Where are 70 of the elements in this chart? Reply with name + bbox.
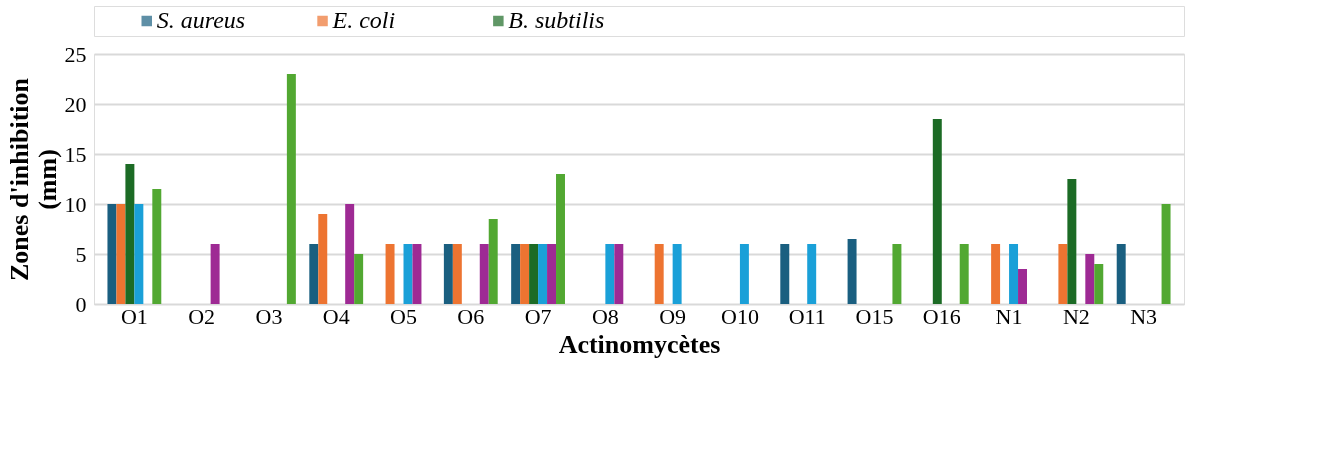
x-tick-label: O8 bbox=[591, 303, 619, 329]
bar bbox=[1161, 204, 1171, 304]
bar bbox=[412, 244, 422, 304]
bar bbox=[354, 254, 364, 304]
bar bbox=[520, 244, 530, 304]
legend-label: E. coli bbox=[331, 7, 396, 33]
bar bbox=[116, 204, 126, 304]
y-tick-label: 15 bbox=[64, 141, 87, 167]
x-tick-label: O10 bbox=[720, 303, 759, 329]
bar bbox=[511, 244, 521, 304]
bar bbox=[134, 204, 144, 304]
x-tick-label: O6 bbox=[457, 303, 485, 329]
bar bbox=[556, 174, 565, 304]
bar bbox=[1067, 179, 1077, 304]
y-tick-label: 25 bbox=[64, 41, 87, 67]
bar bbox=[605, 244, 615, 304]
x-axis-title: Actinomycètes bbox=[558, 329, 721, 359]
bar bbox=[443, 244, 453, 304]
bar bbox=[107, 204, 117, 304]
x-tick-label: O4 bbox=[322, 303, 350, 329]
y-tick-label: 0 bbox=[75, 291, 87, 317]
bar bbox=[1085, 254, 1095, 304]
x-tick-label: O1 bbox=[120, 303, 148, 329]
legend-label: S. aureus bbox=[156, 7, 246, 33]
bar bbox=[959, 244, 969, 304]
bar bbox=[1116, 244, 1126, 304]
bar bbox=[807, 244, 817, 304]
legend-label: B. subtilis bbox=[508, 7, 605, 33]
bar bbox=[1094, 264, 1104, 304]
bar bbox=[309, 244, 319, 304]
bar bbox=[1018, 269, 1027, 304]
bar bbox=[614, 244, 624, 304]
y-tick-label: 20 bbox=[64, 91, 87, 117]
bar bbox=[1009, 244, 1019, 304]
bar bbox=[538, 244, 548, 304]
bar bbox=[345, 204, 355, 304]
bar bbox=[125, 164, 135, 304]
bar bbox=[152, 189, 162, 304]
bar bbox=[672, 244, 682, 304]
x-tick-label: O3 bbox=[255, 303, 283, 329]
y-tick-label: 5 bbox=[75, 241, 87, 267]
bar bbox=[1058, 244, 1068, 304]
bar bbox=[739, 244, 749, 304]
bar bbox=[847, 239, 857, 304]
bar bbox=[318, 214, 328, 304]
x-tick-label: N2 bbox=[1062, 303, 1090, 329]
bar bbox=[529, 244, 539, 304]
y-axis-title: Zones d'inhibition (mm) bbox=[4, 77, 62, 282]
bar bbox=[780, 244, 790, 304]
bar bbox=[991, 244, 1001, 304]
y-tick-label: 10 bbox=[64, 191, 87, 217]
x-tick-label: O16 bbox=[922, 303, 961, 329]
bar bbox=[547, 244, 557, 304]
bar bbox=[654, 244, 664, 304]
bar bbox=[210, 244, 220, 304]
x-tick-label: O2 bbox=[188, 303, 216, 329]
bar bbox=[932, 119, 942, 304]
bar bbox=[892, 244, 902, 304]
x-tick-label: O5 bbox=[390, 303, 417, 329]
bar bbox=[385, 244, 395, 304]
x-tick-label: O9 bbox=[659, 303, 687, 329]
bar bbox=[286, 74, 296, 304]
bar bbox=[488, 219, 498, 304]
x-tick-label: N1 bbox=[995, 303, 1023, 329]
x-tick-label: O11 bbox=[788, 303, 826, 329]
bar bbox=[479, 244, 489, 304]
x-tick-label: O7 bbox=[524, 303, 552, 329]
x-tick-label: N3 bbox=[1130, 303, 1158, 329]
x-tick-label: O15 bbox=[855, 303, 894, 329]
bar bbox=[452, 244, 462, 304]
